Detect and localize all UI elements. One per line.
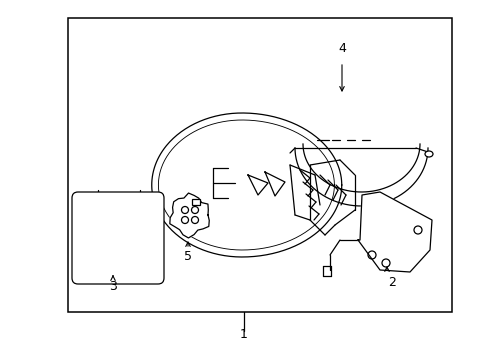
Text: 2: 2 bbox=[387, 275, 395, 288]
Text: 4: 4 bbox=[337, 41, 345, 54]
Bar bbox=[68, 18, 451, 312]
FancyBboxPatch shape bbox=[72, 192, 163, 284]
Bar bbox=[192, 199, 200, 205]
Text: 1: 1 bbox=[240, 328, 247, 342]
Polygon shape bbox=[169, 193, 209, 238]
Text: 5: 5 bbox=[183, 251, 192, 264]
Ellipse shape bbox=[424, 151, 432, 157]
Polygon shape bbox=[158, 120, 334, 250]
Text: 3: 3 bbox=[109, 280, 117, 293]
Polygon shape bbox=[357, 192, 431, 272]
